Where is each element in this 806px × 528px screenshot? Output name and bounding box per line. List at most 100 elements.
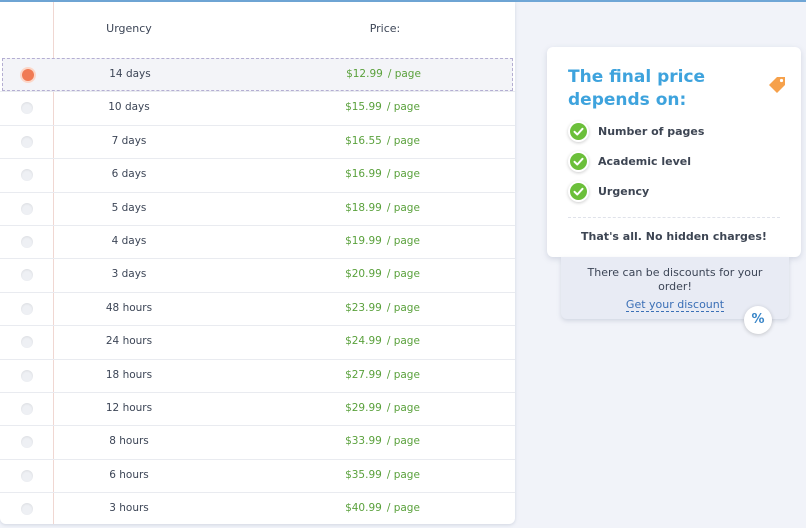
per-page-label: / page — [386, 401, 420, 414]
urgency-radio[interactable] — [21, 135, 33, 148]
urgency-radio[interactable] — [21, 336, 33, 349]
price-cell: $12.99 / page — [206, 68, 515, 80]
per-page-label: / page — [387, 68, 421, 80]
urgency-cell: 48 hours — [105, 301, 153, 314]
check-icon — [568, 151, 589, 172]
get-discount-link[interactable]: Get your discount — [561, 298, 789, 312]
price-factors-card: The final price depends on: Number of pa… — [547, 47, 801, 257]
price-value: $18.99 — [345, 201, 382, 214]
dashed-divider — [568, 217, 780, 218]
price-value: $40.99 — [345, 502, 382, 515]
per-page-label: / page — [386, 134, 420, 147]
urgency-cell: 6 days — [111, 168, 147, 181]
factor-label: Urgency — [598, 185, 650, 198]
factor-label: Number of pages — [598, 125, 705, 138]
price-table: Urgency Price: 14 days $12.99/ page 10 day… — [0, 2, 515, 524]
per-page-label: / page — [386, 335, 420, 348]
per-page-label: / page — [386, 301, 420, 314]
urgency-radio[interactable] — [21, 169, 33, 182]
top-accent-line — [0, 0, 806, 2]
discount-text: There can be discounts for your order! — [587, 266, 763, 293]
urgency-cell: 14 days — [109, 68, 151, 80]
per-page-label: / page — [386, 101, 420, 114]
price-cell: $24.99 / page — [205, 335, 515, 347]
urgency-radio[interactable] — [21, 302, 33, 315]
price-value: $16.55 — [345, 134, 382, 147]
price-value: $27.99 — [345, 368, 382, 381]
urgency-cell: 18 hours — [105, 368, 153, 381]
table-row[interactable]: 7 days $16.55 / page — [0, 124, 515, 158]
per-page-label: / page — [386, 234, 420, 247]
price-value: $16.99 — [345, 168, 382, 181]
get-discount-label: Get your discount — [625, 298, 725, 312]
urgency-cell: 24 hours — [105, 335, 153, 348]
table-row[interactable]: 3 hours $40.99 / page — [0, 492, 515, 524]
price-value: $23.99 — [345, 301, 382, 314]
price-value: $19.99 — [345, 234, 382, 247]
price-rows: 14 days $12.99/ page 10 days $15.99/ page 7 … — [0, 58, 515, 524]
price-cell: $19.99 / page — [205, 235, 515, 247]
price-cell: $16.55 / page — [205, 135, 515, 147]
price-value: $35.99 — [345, 468, 382, 481]
price-value: $24.99 — [345, 335, 382, 348]
urgency-radio[interactable] — [21, 269, 33, 282]
per-page-label: / page — [386, 368, 420, 381]
check-icon — [568, 181, 589, 202]
check-icon — [568, 121, 589, 142]
per-page-label: / page — [386, 435, 420, 448]
per-page-label: / page — [386, 201, 420, 214]
urgency-radio[interactable] — [21, 503, 33, 516]
urgency-cell: 3 hours — [109, 502, 149, 515]
table-row[interactable]: 10 days $15.99 / page — [0, 91, 515, 124]
price-cell: $15.99 / page — [205, 101, 515, 113]
per-page-label: / page — [386, 468, 420, 481]
price-value: $33.99 — [345, 435, 382, 448]
urgency-radio[interactable] — [21, 102, 33, 115]
price-cell: $27.99 / page — [205, 369, 515, 381]
table-row[interactable]: 48 hours $23.99 / page — [0, 291, 515, 325]
header-urgency: Urgency — [106, 22, 152, 35]
urgency-cell: 10 days — [108, 101, 150, 114]
urgency-radio[interactable] — [21, 469, 33, 482]
table-row[interactable]: 4 days $19.99 / page — [0, 224, 515, 258]
price-value: $15.99 — [345, 101, 382, 114]
urgency-radio[interactable] — [21, 402, 33, 415]
per-page-label: / page — [386, 502, 420, 515]
price-value: $12.99 — [346, 68, 383, 80]
percent-icon[interactable]: % — [744, 306, 772, 334]
urgency-radio[interactable] — [21, 202, 33, 215]
table-row[interactable]: 8 hours $33.99 / page — [0, 425, 515, 458]
price-factors-title: The final price depends on: — [568, 67, 706, 110]
urgency-radio[interactable] — [21, 436, 33, 449]
urgency-cell: 3 days — [111, 268, 147, 281]
urgency-radio[interactable] — [22, 69, 34, 81]
table-row[interactable]: 6 days $16.99 / page — [0, 158, 515, 191]
price-cell: $16.99 / page — [205, 168, 515, 180]
price-tag-icon — [769, 77, 785, 93]
table-row[interactable]: 14 days $12.99 / page — [2, 58, 515, 92]
table-row[interactable]: 3 days $20.99 / page — [0, 258, 515, 291]
table-row[interactable]: 18 hours $27.99 / page — [0, 358, 515, 392]
price-value: $20.99 — [345, 268, 382, 281]
table-row[interactable]: 24 hours $24.99 / page — [0, 325, 515, 358]
price-value: $29.99 — [345, 401, 382, 414]
no-hidden-charges: That's all. No hidden charges! — [581, 230, 767, 243]
table-row[interactable]: 6 hours $35.99 / page — [0, 458, 515, 492]
urgency-cell: 4 days — [111, 234, 147, 247]
urgency-cell: 12 hours — [105, 401, 153, 414]
urgency-radio[interactable] — [21, 235, 33, 248]
header-price: Price: — [369, 22, 401, 35]
per-page-label: / page — [386, 268, 420, 281]
price-cell: $40.99 / page — [205, 502, 515, 514]
price-cell: $23.99 / page — [205, 302, 515, 314]
column-divider — [53, 2, 54, 524]
table-row[interactable]: 12 hours $29.99 / page — [0, 391, 515, 425]
price-cell: $33.99 / page — [205, 435, 515, 447]
table-row[interactable]: 5 days $18.99 / page — [0, 191, 515, 225]
price-cell: $20.99 / page — [205, 268, 515, 280]
table-header: Urgency Price: — [0, 2, 515, 58]
price-cell: $35.99 / page — [205, 469, 515, 481]
urgency-radio[interactable] — [21, 369, 33, 382]
factor-label: Academic level — [598, 155, 692, 168]
urgency-cell: 8 hours — [109, 435, 149, 448]
